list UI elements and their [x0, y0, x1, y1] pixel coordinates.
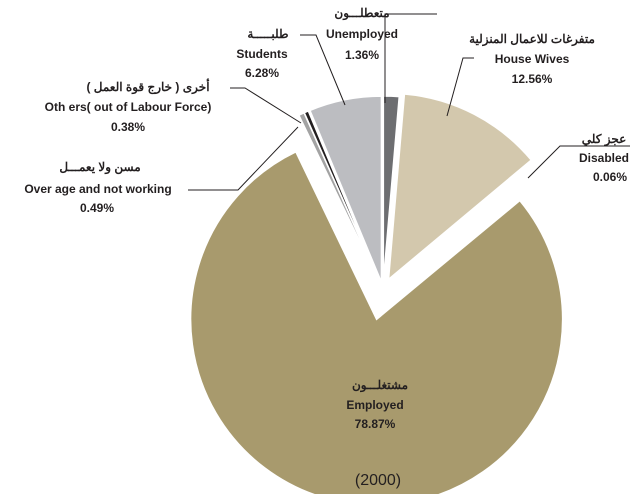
pie [189, 93, 564, 494]
label-arabic: عجز كلي [582, 132, 627, 147]
label-arabic: أخرى ( خارج قوة العمل ) [86, 79, 209, 95]
label-arabic: متفرغات للاعمال المنزلية [469, 32, 595, 47]
pie-slice [382, 95, 401, 283]
label: House Wives [495, 52, 570, 66]
value-label: 1.36% [345, 48, 379, 62]
pie-slice [387, 93, 533, 282]
label: Unemployed [326, 27, 398, 41]
label-arabic: مشتغلـــون [352, 378, 408, 393]
pie-slice [388, 164, 534, 286]
label: Employed [346, 398, 403, 412]
value-label: 0.06% [593, 170, 627, 184]
label: Oth ers( out of Labour Force) [45, 100, 212, 114]
leader-line [446, 57, 474, 117]
label: Students [236, 47, 288, 61]
leader-line [230, 87, 302, 124]
value-label: 12.56% [512, 72, 553, 86]
label: Disabled [579, 151, 629, 165]
pie-slice [303, 109, 381, 283]
leader-line [188, 126, 299, 191]
value-label: 78.87% [355, 417, 396, 431]
value-label: 0.38% [111, 120, 145, 134]
label: Over age and not working [24, 182, 171, 196]
leader-line [300, 34, 346, 106]
pie-slice [189, 150, 564, 494]
label-arabic: متعطلـــون [334, 6, 389, 21]
label-arabic: مسن ولا يعمـــل [59, 160, 140, 175]
value-label: 0.49% [80, 201, 114, 215]
pie-slice [308, 95, 383, 283]
value-label: 6.28% [245, 66, 279, 80]
leader-line [527, 145, 630, 179]
label-arabic: طلبـــــة [247, 27, 288, 41]
leader-line [384, 13, 437, 103]
chart-title: (2000) [355, 472, 401, 489]
